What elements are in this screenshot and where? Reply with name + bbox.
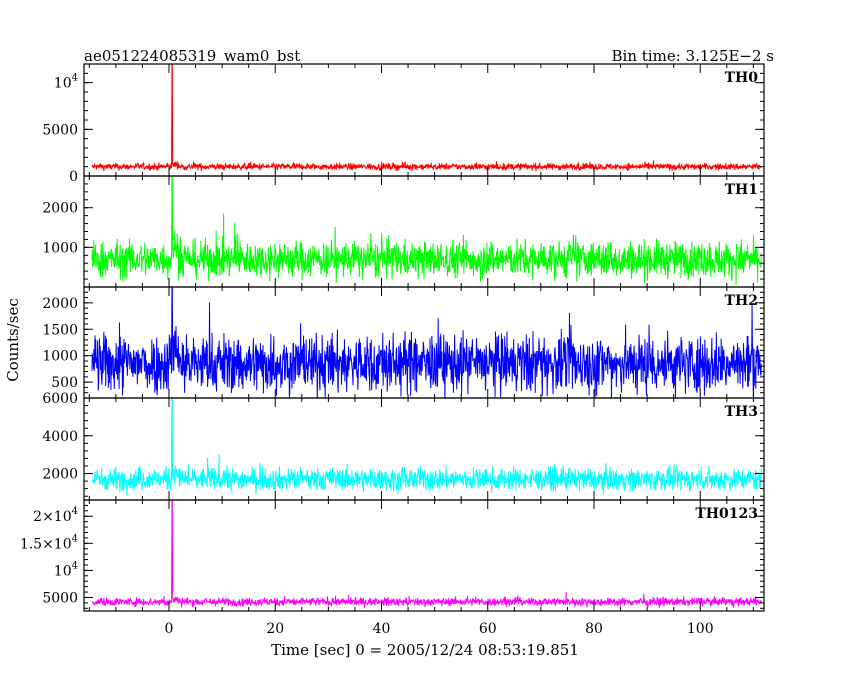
y-tick-label: 1.5×104 bbox=[20, 533, 78, 552]
y-axis-label: Counts/sec bbox=[4, 298, 22, 382]
series-trace-th0123 bbox=[91, 500, 762, 609]
y-tick-label: 1000 bbox=[42, 349, 78, 365]
panel-th0123: TH0123 5000 104 1.5×104 2×104 bbox=[20, 499, 765, 612]
panel-label-th0123: TH0123 bbox=[695, 506, 758, 522]
y-tick-label: 1000 bbox=[42, 240, 78, 256]
chart-title: ae051224085319_wam0_bst bbox=[84, 47, 300, 65]
y-tick-label: 2000 bbox=[42, 296, 78, 312]
x-tick-label: 40 bbox=[373, 621, 391, 637]
y-tick-label: 5000 bbox=[42, 590, 78, 606]
panel-th0: TH0 0 5000 104 bbox=[42, 63, 765, 185]
y-tick-label: 500 bbox=[51, 375, 78, 391]
panel-label-th0: TH0 bbox=[725, 70, 759, 86]
panel-th3: TH3 2000 4000 6000 bbox=[42, 391, 765, 501]
x-tick-label: 0 bbox=[165, 621, 174, 637]
y-tick-label: 2×104 bbox=[33, 506, 78, 525]
x-tick-label: 80 bbox=[585, 621, 603, 637]
x-tick-label: 60 bbox=[479, 621, 497, 637]
y-tick-label: 2000 bbox=[42, 201, 78, 217]
x-tick-label: 20 bbox=[266, 621, 284, 637]
series-trace-th2 bbox=[91, 287, 762, 398]
panel-label-th3: TH3 bbox=[725, 404, 758, 420]
panel-label-th2: TH2 bbox=[725, 293, 758, 309]
x-axis-label: Time [sec] 0 = 2005/12/24 08:53:19.851 bbox=[271, 641, 579, 659]
y-tick-label: 4000 bbox=[42, 429, 78, 445]
panel-th1: TH1 1000 2000 bbox=[42, 175, 765, 288]
series-trace-th3 bbox=[91, 398, 762, 497]
y-tick-label: 5000 bbox=[42, 122, 78, 138]
y-tick-label: 2000 bbox=[42, 467, 78, 483]
y-tick-label: 104 bbox=[54, 560, 78, 579]
panel-th2: TH2 500 1000 1500 2000 bbox=[42, 286, 765, 399]
x-tick-label: 100 bbox=[687, 621, 714, 637]
series-trace-th1 bbox=[91, 176, 762, 286]
y-tick-label: 104 bbox=[54, 73, 78, 92]
y-tick-label: 1500 bbox=[42, 322, 78, 338]
y-tick-label: 0 bbox=[69, 169, 78, 185]
panel-frame bbox=[83, 63, 765, 177]
panels-group: TH005000104TH110002000TH2500100015002000… bbox=[20, 63, 765, 637]
y-tick-label: 6000 bbox=[42, 391, 78, 407]
series-trace-th0 bbox=[91, 64, 762, 172]
panel-frame bbox=[83, 499, 765, 612]
bin-time-label: Bin time: 3.125E−2 s bbox=[612, 47, 774, 65]
panel-label-th1: TH1 bbox=[725, 182, 758, 198]
